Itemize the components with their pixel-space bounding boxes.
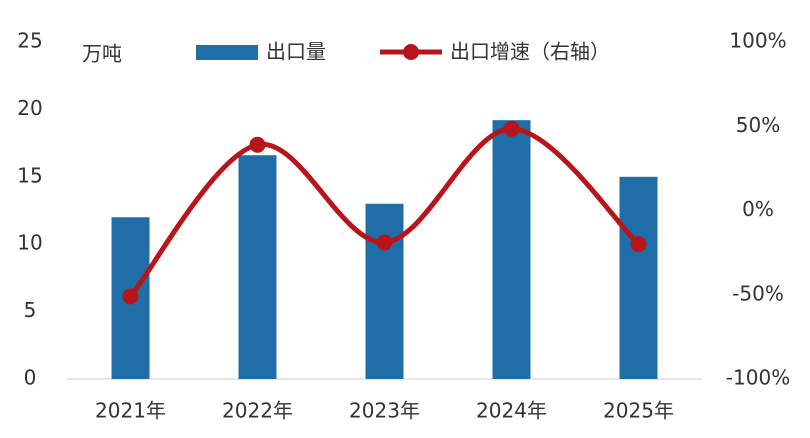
legend-marker [403, 44, 419, 60]
y-tick-label: 5 [24, 298, 37, 322]
line-marker [249, 136, 266, 153]
legend-swatch [196, 45, 258, 60]
y-tick-label: 10 [17, 231, 42, 255]
y2-tick-label: 50% [736, 113, 780, 137]
y-tick-label: 15 [17, 163, 42, 187]
y-tick-label: 0 [24, 366, 37, 390]
x-tick-label: 2021年 [95, 399, 166, 423]
x-tick-label: 2023年 [349, 399, 420, 423]
y-axis-unit: 万吨 [82, 42, 122, 66]
line-marker [376, 234, 393, 251]
y-tick-label: 25 [17, 29, 42, 53]
y-tick-label: 20 [17, 96, 42, 120]
legend-label: 出口增速（右轴） [450, 40, 610, 64]
y2-tick-label: -100% [726, 366, 790, 390]
legend-label: 出口量 [266, 40, 326, 64]
line-marker [630, 236, 647, 253]
x-tick-label: 2025年 [603, 399, 674, 423]
line-marker [122, 288, 139, 305]
bar [492, 120, 531, 380]
y2-tick-label: 0% [742, 197, 774, 221]
bar [619, 176, 658, 379]
x-tick-label: 2024年 [476, 399, 547, 423]
bar [365, 203, 404, 379]
bar [238, 155, 277, 379]
y2-tick-label: -50% [732, 281, 784, 305]
y2-tick-label: 100% [729, 29, 786, 53]
line-marker [503, 120, 520, 137]
x-tick-label: 2022年 [222, 399, 293, 423]
